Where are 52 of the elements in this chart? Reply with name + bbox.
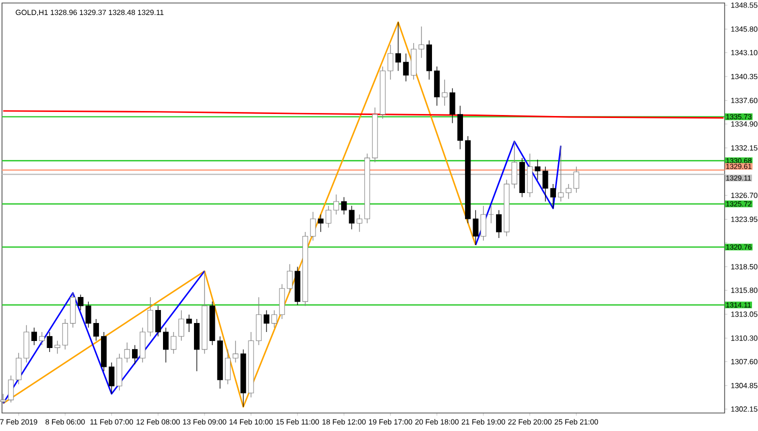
candlestick <box>232 340 238 363</box>
candlestick <box>16 352 22 385</box>
candlestick <box>62 318 68 350</box>
candlestick <box>170 332 176 354</box>
candlestick <box>550 184 556 209</box>
candlestick <box>450 88 456 124</box>
candlestick <box>574 166 580 194</box>
candlestick <box>512 141 518 189</box>
candlestick <box>0 394 6 404</box>
candlestick <box>558 145 564 202</box>
candlestick <box>148 296 154 337</box>
line-series <box>2 270 206 404</box>
candlestick <box>418 26 424 58</box>
candlestick <box>356 214 362 232</box>
candlestick <box>78 294 84 311</box>
candlestick <box>39 332 45 346</box>
candlestick <box>395 22 402 72</box>
candlestick <box>178 310 184 342</box>
line-series <box>474 140 562 246</box>
candlestick <box>488 205 494 224</box>
candlestick <box>403 53 409 82</box>
candlestick <box>54 340 60 354</box>
candlestick <box>341 196 347 215</box>
candlestick <box>333 194 340 215</box>
candlestick <box>155 306 161 337</box>
candlestick <box>264 310 270 332</box>
candlestick <box>86 301 92 328</box>
candlestick <box>186 314 192 332</box>
candlestick <box>163 327 169 363</box>
candlestick <box>310 212 316 241</box>
candlestick <box>8 375 14 403</box>
candlestick <box>566 184 572 200</box>
candlestick <box>93 318 99 342</box>
candlestick <box>132 344 138 365</box>
candlestick <box>108 362 114 394</box>
candlestick <box>534 159 540 180</box>
candlestick <box>480 205 486 241</box>
candlestick <box>442 79 448 106</box>
candlestick <box>286 264 293 294</box>
candlestick <box>496 210 502 238</box>
candlestick <box>348 205 355 230</box>
line-series <box>2 21 476 408</box>
candlestick <box>318 214 324 232</box>
candlestick <box>388 44 394 80</box>
candlestick <box>326 205 332 228</box>
candlestick <box>224 349 231 385</box>
candlestick <box>31 327 37 346</box>
candlestick <box>542 166 548 202</box>
candlestick <box>271 310 278 328</box>
candlestick <box>472 210 478 246</box>
candlestick <box>124 342 130 363</box>
candlestick <box>46 332 52 352</box>
